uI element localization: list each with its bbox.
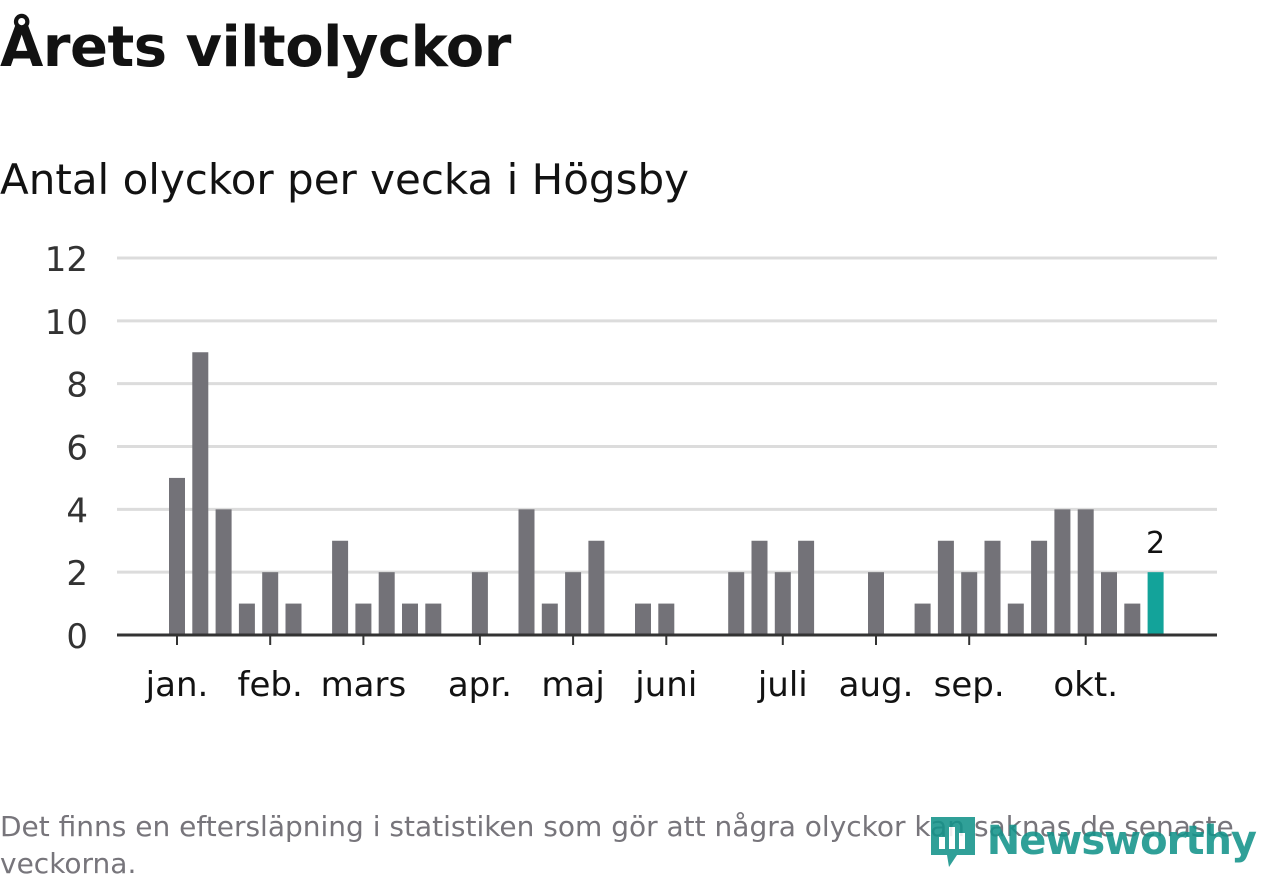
- bar: [402, 603, 418, 635]
- bar: [798, 540, 815, 635]
- x-tick-label: aug.: [839, 665, 914, 705]
- y-tick-label: 12: [45, 240, 88, 280]
- bar: [728, 572, 745, 635]
- bar: [961, 572, 978, 635]
- bar: [285, 603, 302, 635]
- bar: [332, 540, 349, 635]
- y-tick-label: 4: [66, 491, 88, 531]
- axes: 0 2 4 6 8 10 12 2 jan. feb. mars apr. maj juni juli aug…: [45, 240, 1217, 705]
- bar: [471, 572, 488, 635]
- bar: [355, 603, 372, 635]
- bar: [588, 540, 605, 635]
- chart-title: Årets viltolyckor: [0, 15, 511, 80]
- y-tick-label: 8: [66, 366, 88, 406]
- bar: [937, 540, 954, 635]
- y-tick-label: 10: [45, 303, 88, 343]
- highlight-data-label: 2: [1146, 526, 1165, 561]
- x-tick-label: okt.: [1053, 665, 1118, 705]
- bar: [635, 603, 651, 635]
- bar: [378, 572, 395, 635]
- newsworthy-logo-icon: [930, 817, 975, 867]
- x-tick-label: sep.: [934, 665, 1005, 705]
- y-tick-label: 0: [66, 617, 88, 657]
- bar: [1031, 540, 1048, 635]
- bar: [1124, 603, 1141, 635]
- x-tick-label: juli: [757, 665, 808, 705]
- bar: [192, 352, 209, 635]
- chart-subtitle: Antal olyckor per vecka i Högsby: [0, 155, 689, 204]
- gridlines: [117, 256, 1217, 574]
- bar: [1077, 509, 1094, 635]
- y-tick-label: 2: [66, 554, 88, 594]
- bar-highlight: [1147, 572, 1164, 635]
- bar: [565, 572, 582, 635]
- newsworthy-logo: Newsworthy: [927, 809, 1257, 873]
- bar: [238, 603, 255, 635]
- bar: [774, 572, 791, 635]
- bar: [868, 572, 884, 635]
- bar: [984, 540, 1001, 635]
- bar: [1007, 603, 1024, 635]
- x-tick-label: feb.: [238, 665, 303, 705]
- x-tick-label: jan.: [145, 665, 209, 705]
- bar: [914, 603, 931, 635]
- newsworthy-logo-text: Newsworthy: [986, 818, 1257, 864]
- bar: [169, 477, 185, 635]
- bar: [425, 603, 442, 635]
- bar: [215, 509, 232, 635]
- bar: [518, 509, 535, 635]
- x-tick-label: juni: [634, 665, 697, 705]
- bar: [1101, 572, 1117, 635]
- x-tick-label: apr.: [448, 665, 512, 705]
- bars: [169, 352, 1164, 635]
- bar: [541, 603, 558, 635]
- bar: [751, 540, 768, 635]
- bar: [658, 603, 675, 635]
- bar: [1054, 509, 1071, 635]
- bar: [262, 572, 279, 635]
- y-tick-label: 6: [66, 429, 88, 469]
- footnote: Det finns en eftersläpning i statistiken…: [0, 810, 1234, 880]
- x-tick-label: maj: [541, 665, 604, 705]
- x-tick-label: mars: [321, 665, 407, 705]
- bar-chart: 0 2 4 6 8 10 12 2 jan. feb. mars apr. maj juni juli aug…: [45, 240, 1217, 705]
